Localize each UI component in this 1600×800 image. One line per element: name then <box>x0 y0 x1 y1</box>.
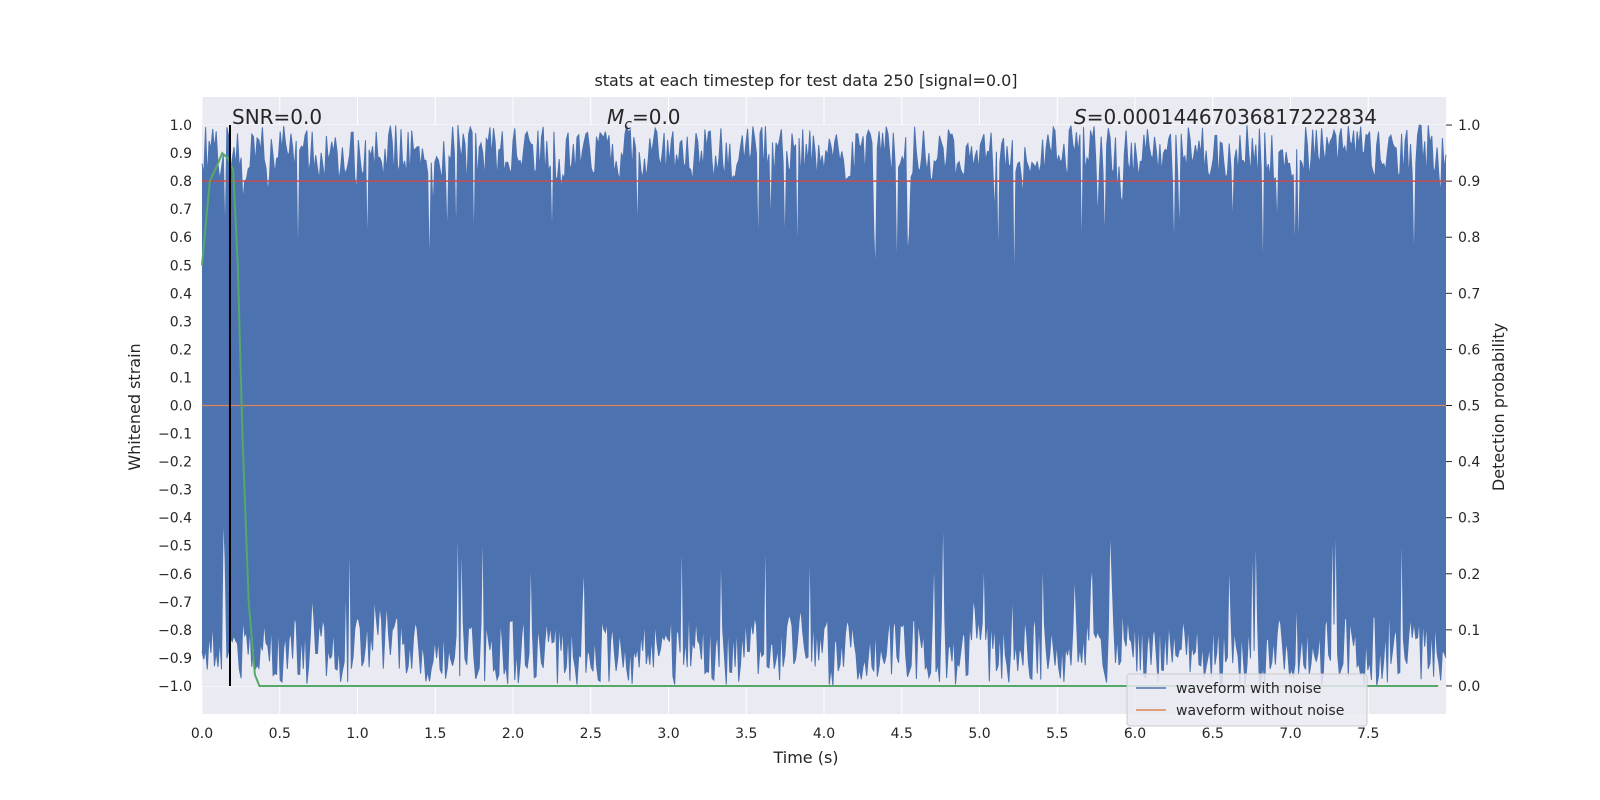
y-right-tick-label: 0.1 <box>1458 623 1480 639</box>
y-right-tick-label: 0.0 <box>1458 679 1480 695</box>
y-left-tick-label: −0.1 <box>158 427 192 443</box>
plot-area <box>201 97 1447 714</box>
y-left-tick-label: 0.4 <box>170 286 192 302</box>
y-left-tick-label: 0.6 <box>170 230 192 246</box>
y-right-tick-label: 0.5 <box>1458 399 1480 415</box>
chart-title: stats at each timestep for test data 250… <box>594 71 1017 90</box>
y-right-tick-label: 1.0 <box>1458 118 1480 134</box>
x-tick-label: 2.5 <box>580 726 602 742</box>
legend: waveform with noise waveform without noi… <box>1126 673 1368 727</box>
series-waveform-with-noise-top-trace <box>201 124 1447 308</box>
x-tick-label: 1.5 <box>424 726 446 742</box>
legend-box <box>1126 673 1368 727</box>
legend-label-waveform-without-noise: waveform without noise <box>1176 703 1344 719</box>
y-left-tick-label: −0.8 <box>158 623 192 639</box>
x-tick-label: 7.5 <box>1357 726 1379 742</box>
y-axis-left-label: Whitened strain <box>125 343 144 470</box>
x-tick-label: 4.5 <box>891 726 913 742</box>
x-tick-label: 5.0 <box>968 726 990 742</box>
series-waveform-with-noise-top-edge <box>202 125 1446 308</box>
x-axis: 0.0 0.5 1.0 1.5 2.0 2.5 3.0 3.5 4.0 4.5 5.0 5.5 6.0 6… <box>191 726 1380 742</box>
y-right-tick-label: 0.2 <box>1458 567 1480 583</box>
y-left-tick-label: 0.2 <box>170 342 192 358</box>
x-axis-label: Time (s) <box>772 748 838 767</box>
x-tick-label: 4.0 <box>813 726 835 742</box>
y-axis-right-label: Detection probability <box>1489 323 1508 491</box>
y-left-tick-label: 0.5 <box>170 258 192 274</box>
y-left-tick-label: −1.0 <box>158 679 192 695</box>
series-waveform-with-noise-bottom-edge <box>202 496 1446 686</box>
x-tick-label: 0.0 <box>191 726 213 742</box>
y-right-tick-label: 0.9 <box>1458 174 1480 190</box>
y-left-tick-label: 0.3 <box>170 314 192 330</box>
series-waveform-with-noise-bottom-trace <box>201 496 1447 688</box>
y-left-tick-label: 0.9 <box>170 146 192 162</box>
x-tick-label: 6.5 <box>1202 726 1224 742</box>
mc-symbol: M <box>607 105 624 129</box>
mc-annotation: Mc=0.0 <box>607 105 681 133</box>
y-right-tick-label: 0.7 <box>1458 286 1480 302</box>
y-left-tick-label: 0.7 <box>170 202 192 218</box>
x-tick-label: 0.5 <box>269 726 291 742</box>
y-left-tick-label: −0.5 <box>158 539 192 555</box>
y-left-tick-label: −0.7 <box>158 595 192 611</box>
y-axis-left: 1.0 0.9 0.8 0.7 0.6 0.5 0.4 0.3 0.2 0.1 0.0 −0.1 −0.… <box>158 118 192 695</box>
x-tick-label: 3.5 <box>735 726 757 742</box>
y-left-tick-label: 0.1 <box>170 370 192 386</box>
y-axis-right: 1.0 0.9 0.8 0.7 0.6 0.5 0.4 0.3 0.2 0.1 0.0 <box>1446 118 1480 695</box>
mc-subscript: c <box>624 117 632 133</box>
y-left-tick-label: 0.8 <box>170 174 192 190</box>
y-left-tick-label: −0.4 <box>158 511 192 527</box>
series-detection-probability <box>201 151 1439 687</box>
y-left-tick-label: −0.9 <box>158 651 192 667</box>
y-right-tick-label: 0.3 <box>1458 511 1480 527</box>
y-left-tick-label: −0.2 <box>158 455 192 471</box>
y-left-tick-label: 0.0 <box>170 399 192 415</box>
snr-annotation: SNR=0.0 <box>232 105 322 129</box>
y-left-tick-label: −0.6 <box>158 567 192 583</box>
s-annotation: S=0.00014467036817222834 <box>1074 105 1377 129</box>
x-tick-label: 5.5 <box>1046 726 1068 742</box>
y-right-tick-label: 0.4 <box>1458 455 1480 471</box>
x-tick-label: 2.0 <box>502 726 524 742</box>
y-right-tick-label: 0.8 <box>1458 230 1480 246</box>
x-tick-label: 1.0 <box>346 726 368 742</box>
y-left-tick-label: 1.0 <box>170 118 192 134</box>
s-value: =0.00014467036817222834 <box>1087 105 1377 129</box>
x-tick-label: 3.0 <box>657 726 679 742</box>
x-tick-label: 7.0 <box>1279 726 1301 742</box>
s-symbol: S <box>1074 105 1087 129</box>
legend-label-waveform-with-noise: waveform with noise <box>1176 681 1321 697</box>
mc-value: =0.0 <box>632 105 681 129</box>
x-tick-label: 6.0 <box>1124 726 1146 742</box>
y-right-tick-label: 0.6 <box>1458 342 1480 358</box>
y-left-tick-label: −0.3 <box>158 483 192 499</box>
